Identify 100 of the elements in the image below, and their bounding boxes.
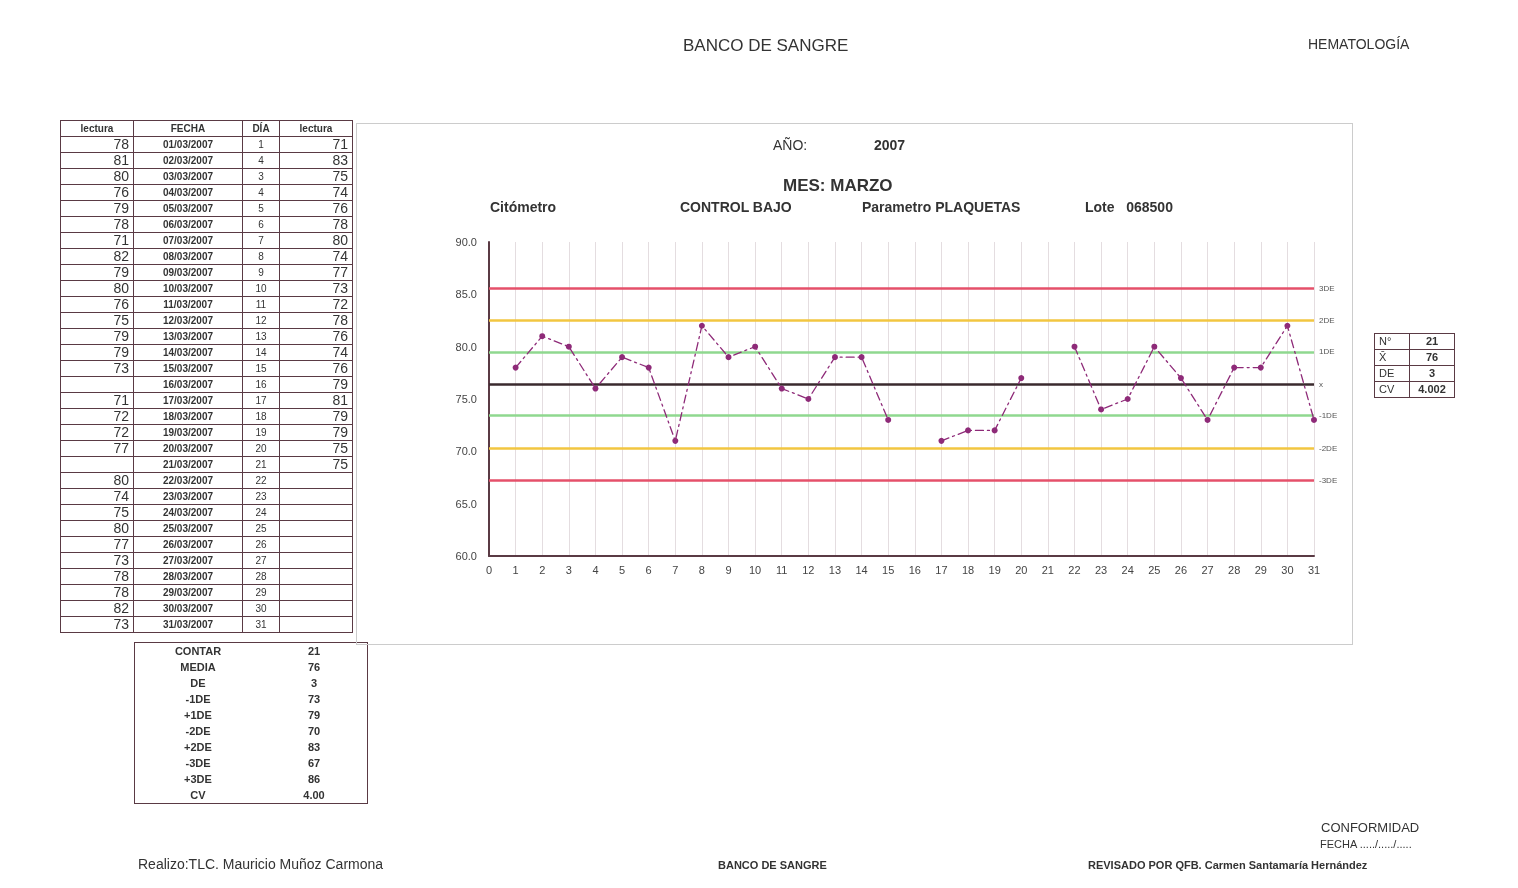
data-label: 13	[242, 328, 280, 345]
point	[1311, 416, 1317, 423]
data-label: 4.00	[302, 788, 326, 803]
text: BANCO DE SANGRE	[718, 859, 827, 871]
category-label: 05/03/2007	[133, 200, 243, 217]
text: Realizo:TLC. Mauricio Muñoz Carmona	[138, 856, 384, 872]
ref-line-label: 1DE	[1319, 347, 1335, 357]
x-tick-label: 5	[619, 563, 626, 576]
category-label: MEDIA	[179, 660, 217, 675]
text: FECHA ...../...../.....	[1320, 838, 1412, 850]
data-label: 71	[60, 232, 134, 249]
category-label: N°	[1374, 333, 1410, 350]
category-label: 09/03/2007	[133, 264, 243, 281]
x-tick-label: 25	[1148, 563, 1161, 576]
point	[831, 354, 838, 361]
x-tick-label: 22	[1068, 563, 1081, 576]
point	[858, 354, 865, 361]
category-label: 10/03/2007	[133, 280, 243, 297]
data-label: 79	[279, 408, 353, 425]
data-label: 71	[60, 392, 134, 409]
point	[965, 427, 972, 434]
x-tick-label: 31	[1307, 563, 1321, 576]
data-label: 73	[60, 360, 134, 377]
category-label: 02/03/2007	[133, 152, 243, 169]
data-label: 80	[279, 232, 353, 249]
point	[1257, 364, 1264, 371]
category-label: 27/03/2007	[133, 552, 243, 569]
data-label: 76	[60, 296, 134, 313]
data-label: 74	[279, 184, 353, 201]
category-label: 18/03/2007	[133, 408, 243, 425]
x-tick-label: 14	[855, 563, 868, 576]
point	[752, 343, 759, 350]
data-label: 21	[242, 456, 280, 473]
data-label: 10	[242, 280, 280, 297]
text: AÑO:	[773, 137, 808, 153]
data-label: 75	[279, 456, 353, 473]
category-label: CONTAR	[173, 644, 223, 659]
x-tick-label: 12	[802, 563, 815, 576]
point	[938, 437, 945, 444]
text: 2007	[874, 137, 906, 153]
data-label: 76	[306, 660, 322, 675]
x-tick-label: 7	[672, 563, 679, 576]
data-label: 3	[1409, 365, 1455, 382]
x-tick-label: 20	[1015, 563, 1028, 576]
data-label: 18	[242, 408, 280, 425]
text: REVISADO POR QFB. Carmen Santamaría Hernández	[1088, 859, 1368, 871]
category-label: 25/03/2007	[133, 520, 243, 537]
point	[1151, 343, 1158, 350]
ref-line-label: -2DE	[1319, 443, 1338, 453]
data-label: 74	[279, 344, 353, 361]
data-label: 1	[242, 136, 280, 153]
data-label: 25	[242, 520, 280, 537]
category-label: CV	[189, 788, 207, 803]
x-tick-label: 3	[565, 563, 572, 576]
data-label: 73	[60, 552, 134, 569]
text: DÍA	[242, 120, 280, 137]
point	[1177, 375, 1184, 382]
data-label: 82	[60, 248, 134, 265]
data-label: 75	[279, 440, 353, 457]
x-tick-label: 9	[725, 563, 732, 576]
x-tick-label: 28	[1228, 563, 1241, 576]
point	[991, 427, 998, 434]
text: Citómetro	[490, 199, 557, 215]
point	[539, 333, 546, 340]
x-tick-label: 4	[592, 563, 599, 576]
data-label: 3	[309, 676, 319, 691]
data-label: 20	[242, 440, 280, 457]
point	[1098, 406, 1105, 413]
point	[512, 364, 519, 371]
data-label: 24	[242, 504, 280, 521]
ref-line-label: -1DE	[1319, 411, 1338, 421]
x-tick-label: 21	[1041, 563, 1054, 576]
data-label: 31	[242, 616, 280, 633]
data-label: 73	[60, 616, 134, 633]
data-label: 74	[279, 248, 353, 265]
category-label: 29/03/2007	[133, 584, 243, 601]
data-label: 76	[279, 360, 353, 377]
data-label: 4	[242, 184, 280, 201]
ref-line-label: x	[1319, 379, 1323, 389]
data-label: 76	[1409, 349, 1455, 366]
x-tick-label: 10	[749, 563, 762, 576]
data-label: 78	[279, 216, 353, 233]
category-label: 21/03/2007	[133, 456, 243, 473]
point	[1231, 364, 1238, 371]
category-label: 17/03/2007	[133, 392, 243, 409]
data-label: 80	[60, 520, 134, 537]
y-tick-label: 90.0	[455, 236, 477, 248]
category-label: 14/03/2007	[133, 344, 243, 361]
data-label: 72	[60, 424, 134, 441]
category-label: DE	[189, 676, 207, 691]
point	[672, 437, 679, 444]
y-tick-label: 65.0	[455, 497, 477, 510]
data-label: 76	[60, 184, 134, 201]
point	[645, 364, 652, 371]
data-label: 79	[279, 424, 353, 441]
category-label: 19/03/2007	[133, 424, 243, 441]
data-label: 86	[306, 772, 322, 787]
y-tick-label: 60.0	[455, 550, 477, 562]
data-label: 3	[242, 168, 280, 185]
data-label: 80	[60, 168, 134, 185]
